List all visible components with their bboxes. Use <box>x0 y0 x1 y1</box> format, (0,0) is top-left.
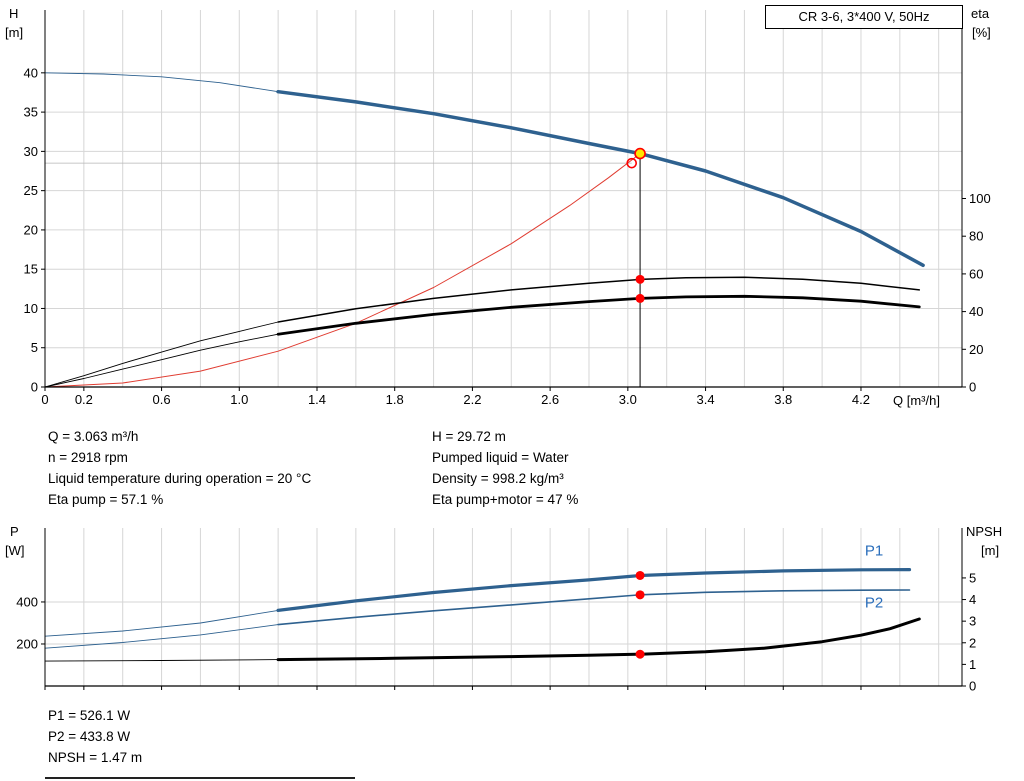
x-tick-label: 1.4 <box>308 392 326 407</box>
info-temperature: Liquid temperature during operation = 20… <box>48 471 312 486</box>
right-tick-label: 20 <box>969 342 983 357</box>
pump-model-box: CR 3-6, 3*400 V, 50Hz <box>765 5 963 29</box>
npsh-curve <box>276 617 921 662</box>
eta-axis-label: eta <box>971 6 990 21</box>
eta-pump-curve-extension <box>44 321 279 388</box>
info-speed: n = 2918 rpm <box>48 450 128 465</box>
p2-label: P2 <box>865 594 883 611</box>
duty-dot-npsh <box>635 649 645 659</box>
duty-point <box>634 147 646 160</box>
left-tick-label: 5 <box>31 340 38 355</box>
right-tick-label: 80 <box>969 229 983 244</box>
x-tick-label: 2.6 <box>541 392 559 407</box>
eta-pump-motor-curve-extension <box>44 333 279 388</box>
left-tick-label: 25 <box>24 183 38 198</box>
duty-dot-p2 <box>635 590 645 600</box>
x-tick-label: 1.0 <box>230 392 248 407</box>
right-tick-label: 4 <box>969 592 976 607</box>
right-tick-label: 5 <box>969 570 976 585</box>
x-tick-label: 3.4 <box>697 392 715 407</box>
duty-dot-eta-pump-motor <box>635 293 645 303</box>
left-tick-label: 0 <box>31 380 38 395</box>
right-tick-label: 0 <box>969 679 976 694</box>
duty-dot-p1 <box>635 570 645 580</box>
left-tick-label: 400 <box>16 594 38 609</box>
eta-axis-unit: [%] <box>972 25 991 40</box>
x-tick-label: 0.2 <box>75 392 93 407</box>
left-tick-label: 15 <box>24 262 38 277</box>
left-tick-label: 40 <box>24 65 38 80</box>
x-tick-label: 1.8 <box>386 392 404 407</box>
info-eta-pump: Eta pump = 57.1 % <box>48 492 164 507</box>
x-tick-label: 4.2 <box>852 392 870 407</box>
info-head: H = 29.72 m <box>432 429 506 444</box>
x-tick-label: 3.0 <box>619 392 637 407</box>
operating-data-right: H = 29.72 m Pumped liquid = Water Densit… <box>432 426 578 510</box>
head-curve-extension <box>44 72 279 93</box>
system-curve <box>44 153 641 388</box>
qh-chart: 0 5 10 15 20 25 30 35 40 0 20 40 60 80 100 0 0.2 0.6 1.0 1.… <box>24 10 991 407</box>
head-curve <box>276 89 925 268</box>
info-flow: Q = 3.063 m³/h <box>48 429 139 444</box>
power-chart: 200 400 0 1 2 3 4 5 P1 P2 <box>16 528 976 694</box>
npsh-curve-extension <box>44 659 279 662</box>
bottom-divider <box>45 777 355 779</box>
x-tick-label: 0.6 <box>153 392 171 407</box>
info-eta-total: Eta pump+motor = 47 % <box>432 492 579 507</box>
power-data: P1 = 526.1 W P2 = 433.8 W NPSH = 1.47 m <box>48 705 142 768</box>
q-axis-label: Q [m³/h] <box>893 393 940 408</box>
p1-curve <box>276 568 912 612</box>
right-tick-label: 40 <box>969 304 983 319</box>
p1-label: P1 <box>865 542 883 559</box>
info-density: Density = 998.2 kg/m³ <box>432 471 564 486</box>
p1-curve-extension <box>44 609 279 637</box>
x-tick-label: 0 <box>41 392 48 407</box>
operating-data-left: Q = 3.063 m³/h n = 2918 rpm Liquid tempe… <box>48 426 311 510</box>
left-tick-label: 10 <box>24 301 38 316</box>
h-axis-unit: [m] <box>5 25 24 40</box>
p-axis-unit: [W] <box>5 543 25 558</box>
x-tick-label: 2.2 <box>463 392 481 407</box>
info-npsh: NPSH = 1.47 m <box>48 750 143 765</box>
p2-curve <box>277 589 911 626</box>
p2-curve-extension <box>44 624 279 649</box>
p-axis-label: P <box>10 524 19 539</box>
left-tick-label: 20 <box>24 222 38 237</box>
left-tick-label: 35 <box>24 105 38 120</box>
info-p2: P2 = 433.8 W <box>48 729 131 744</box>
info-liquid: Pumped liquid = Water <box>432 450 569 465</box>
h-axis-label: H <box>9 6 19 21</box>
right-tick-label: 1 <box>969 657 976 672</box>
right-tick-label: 3 <box>969 614 976 629</box>
left-tick-label: 200 <box>16 636 38 651</box>
x-tick-label: 3.8 <box>774 392 792 407</box>
right-tick-label: 60 <box>969 266 983 281</box>
requested-duty-circle <box>626 157 638 169</box>
right-tick-label: 2 <box>969 635 976 650</box>
duty-dot-eta-pump <box>635 274 645 284</box>
npsh-axis-label: NPSH <box>966 524 1003 539</box>
info-p1: P1 = 526.1 W <box>48 708 131 723</box>
left-tick-label: 30 <box>24 144 38 159</box>
npsh-axis-unit: [m] <box>981 543 1000 558</box>
right-tick-label: 0 <box>969 380 976 395</box>
right-tick-label: 100 <box>969 191 991 206</box>
